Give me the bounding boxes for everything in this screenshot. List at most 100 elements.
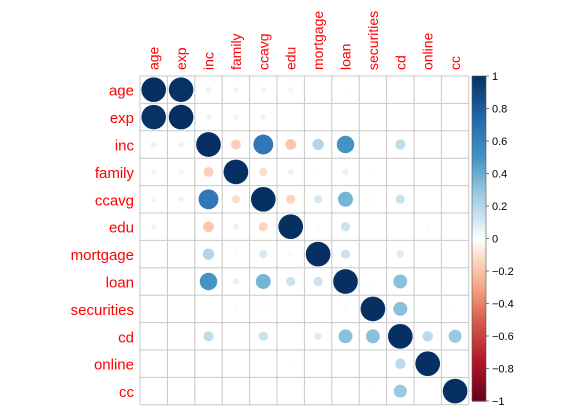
colorbar-segment [472, 350, 486, 353]
colorbar-segment [472, 137, 486, 140]
correlation-circle [179, 335, 183, 338]
colorbar-segment [472, 115, 486, 118]
colorbar-segment [472, 108, 486, 111]
colorbar-segment [472, 171, 486, 175]
correlation-circle [395, 358, 406, 369]
colorbar-segment [472, 98, 486, 101]
colorbar-segment [472, 209, 486, 212]
correlation-circle [203, 166, 214, 177]
colorbar-segment [472, 287, 486, 290]
correlation-circle [305, 241, 331, 267]
colorbar-segment [472, 314, 486, 318]
colorbar-segment [472, 175, 486, 178]
colorbar-segment [472, 384, 486, 387]
correlation-circle [258, 331, 268, 341]
correlation-circle [371, 252, 375, 256]
correlation-circle [287, 168, 294, 175]
correlation-circle [234, 389, 238, 393]
column-label-loan: loan [338, 44, 354, 70]
colorbar-tick-label: 1 [492, 71, 498, 83]
colorbar-segment [472, 389, 486, 392]
colorbar-tick-label: 0.6 [492, 136, 507, 148]
colorbar-segment [472, 399, 486, 402]
correlation-circle [425, 224, 430, 229]
colorbar-segment [472, 267, 486, 270]
correlation-circle [203, 331, 214, 342]
colorbar-segment [472, 219, 486, 222]
correlation-circle [196, 132, 221, 157]
colorbar-tick-label: 0 [492, 234, 498, 246]
colorbar-segment [472, 249, 486, 253]
colorbar-segment [472, 251, 486, 254]
correlation-circle [316, 389, 320, 393]
colorbar-segment [472, 162, 486, 165]
correlation-circle [152, 252, 155, 256]
colorbar-segment [472, 396, 486, 399]
colorbar-segment [472, 248, 486, 251]
colorbar-segment [472, 326, 486, 329]
colorbar-segment [472, 215, 486, 218]
correlation-circle [151, 224, 157, 230]
colorbar-segment [472, 80, 486, 84]
colorbar-segment [472, 321, 486, 324]
correlation-circle [399, 88, 402, 91]
correlation-circle [316, 88, 320, 91]
colorbar-segment [472, 76, 486, 79]
colorbar-segment [472, 152, 486, 155]
correlation-circle [231, 195, 240, 204]
colorbar-segment [472, 298, 486, 301]
colorbar-tick-label: 0.4 [492, 169, 507, 181]
colorbar-segment [472, 155, 486, 158]
colorbar-segment [472, 347, 486, 350]
colorbar-segment [472, 102, 486, 105]
colorbar-segment [472, 397, 486, 400]
colorbar-segment [472, 378, 486, 381]
colorbar-segment [472, 340, 486, 344]
colorbar-segment [472, 365, 486, 368]
colorbar-segment [472, 266, 486, 269]
correlation-circle [314, 195, 323, 204]
colorbar-segment [472, 381, 486, 384]
correlation-circle [152, 389, 155, 393]
correlation-circle [285, 139, 297, 150]
colorbar-segment [472, 342, 486, 345]
colorbar-segment [472, 366, 486, 370]
colorbar-segment [472, 383, 486, 386]
colorbar-segment [472, 210, 486, 214]
correlation-circle [253, 134, 274, 155]
correlation-circle [453, 170, 457, 174]
correlation-circle [399, 115, 402, 119]
correlation-circle [313, 276, 323, 287]
colorbar-segment [472, 131, 486, 134]
correlation-circle [150, 196, 157, 203]
colorbar-segment [472, 295, 486, 298]
colorbar-segment [472, 352, 486, 355]
colorbar-segment [472, 329, 486, 332]
correlation-circle [342, 168, 349, 175]
colorbar-segment [472, 358, 486, 361]
colorbar-segment [472, 212, 486, 215]
colorbar-segment [472, 284, 486, 287]
colorbar-segment [472, 306, 486, 309]
colorbar-segment [472, 323, 486, 326]
colorbar-segment [472, 118, 486, 121]
correlation-circle [289, 389, 292, 393]
colorbar-segment [472, 150, 486, 153]
row-label-ccavg: ccavg [95, 192, 134, 209]
correlation-circle [286, 276, 296, 287]
correlation-circle [365, 329, 380, 344]
correlation-circle [205, 86, 212, 93]
colorbar-segment [472, 186, 486, 189]
colorbar-segment [472, 282, 486, 285]
colorbar-segment [472, 269, 486, 272]
correlation-circle [179, 225, 183, 228]
correlation-circle [453, 307, 457, 311]
colorbar-segment [472, 355, 486, 358]
colorbar-segment [472, 327, 486, 331]
colorbar-segment [472, 84, 486, 87]
colorbar-segment [472, 353, 486, 357]
colorbar: 1 0.8 0.6 0.4 0.2 0 −0.2 −0.4 −0.6 −0.8 −1 [471, 71, 514, 408]
colorbar-segment [472, 158, 486, 162]
colorbar-segment [472, 77, 486, 80]
